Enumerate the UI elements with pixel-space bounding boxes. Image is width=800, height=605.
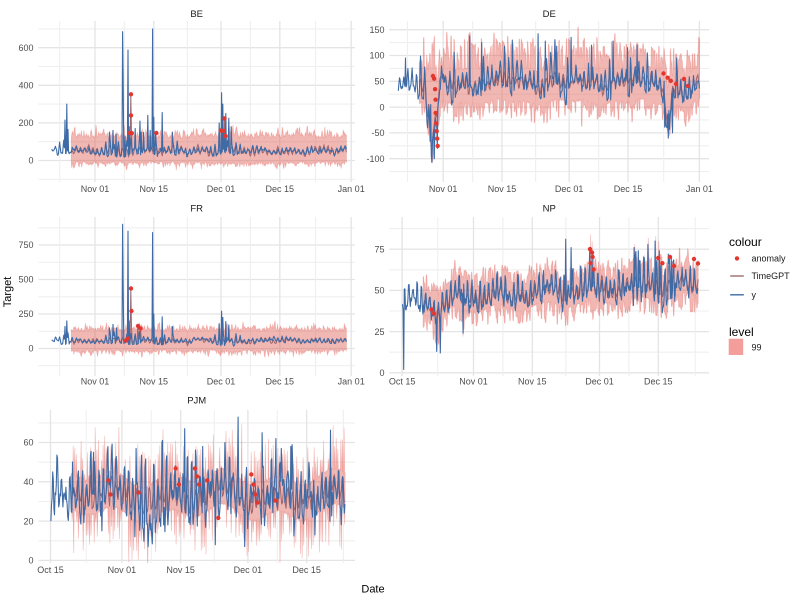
svg-text:0: 0 (379, 102, 384, 112)
svg-text:400: 400 (18, 81, 33, 91)
svg-text:200: 200 (18, 118, 33, 128)
svg-text:DE: DE (543, 9, 556, 20)
svg-text:Dec 15: Dec 15 (266, 184, 295, 194)
svg-text:NP: NP (543, 204, 556, 215)
svg-text:0: 0 (28, 556, 33, 566)
svg-text:Nov 01: Nov 01 (459, 377, 488, 387)
svg-text:Nov 01: Nov 01 (108, 565, 137, 575)
svg-text:Nov 15: Nov 15 (140, 377, 169, 387)
svg-text:0: 0 (379, 368, 384, 378)
svg-text:0: 0 (28, 156, 33, 166)
svg-text:colour: colour (729, 235, 762, 249)
svg-text:Target: Target (2, 277, 14, 308)
svg-text:50: 50 (374, 286, 384, 296)
svg-text:40: 40 (23, 477, 33, 487)
svg-text:0: 0 (28, 344, 33, 354)
svg-text:Nov 15: Nov 15 (518, 377, 547, 387)
svg-text:Dec 01: Dec 01 (585, 377, 614, 387)
svg-text:Dec 15: Dec 15 (266, 377, 295, 387)
svg-text:Jan 01: Jan 01 (686, 184, 713, 194)
svg-text:Dec 01: Dec 01 (207, 377, 236, 387)
svg-text:250: 250 (18, 309, 33, 319)
svg-text:50: 50 (374, 77, 384, 87)
svg-text:150: 150 (369, 25, 384, 35)
svg-text:-100: -100 (366, 154, 384, 164)
svg-text:Jan 01: Jan 01 (338, 184, 365, 194)
svg-text:25: 25 (374, 327, 384, 337)
svg-text:750: 750 (18, 240, 33, 250)
svg-text:Jan 01: Jan 01 (338, 377, 365, 387)
svg-text:Nov 15: Nov 15 (166, 565, 195, 575)
svg-text:PJM: PJM (187, 396, 206, 407)
svg-text:level: level (729, 325, 754, 339)
svg-text:Dec 01: Dec 01 (555, 184, 584, 194)
svg-text:600: 600 (18, 43, 33, 53)
svg-text:100: 100 (369, 51, 384, 61)
svg-text:20: 20 (23, 516, 33, 526)
svg-text:Nov 01: Nov 01 (81, 377, 110, 387)
svg-text:Dec 15: Dec 15 (292, 565, 321, 575)
svg-text:y: y (752, 290, 757, 300)
svg-text:Nov 01: Nov 01 (429, 184, 458, 194)
svg-text:FR: FR (190, 204, 203, 215)
svg-text:Dec 15: Dec 15 (614, 184, 643, 194)
svg-text:75: 75 (374, 244, 384, 254)
svg-text:anomaly: anomaly (752, 254, 787, 264)
svg-text:60: 60 (23, 438, 33, 448)
svg-text:500: 500 (18, 275, 33, 285)
svg-text:Date: Date (361, 584, 384, 596)
svg-text:-50: -50 (371, 128, 384, 138)
svg-text:99: 99 (752, 343, 762, 353)
svg-text:Nov 15: Nov 15 (488, 184, 517, 194)
svg-text:Dec 15: Dec 15 (644, 377, 673, 387)
svg-text:Nov 15: Nov 15 (140, 184, 169, 194)
svg-text:Dec 01: Dec 01 (234, 565, 263, 575)
svg-text:Dec 01: Dec 01 (207, 184, 236, 194)
svg-text:Oct 15: Oct 15 (389, 377, 416, 387)
svg-text:Oct 15: Oct 15 (37, 565, 64, 575)
svg-text:Nov 01: Nov 01 (81, 184, 110, 194)
svg-text:BE: BE (190, 9, 203, 20)
svg-text:TimeGPT: TimeGPT (752, 271, 791, 281)
